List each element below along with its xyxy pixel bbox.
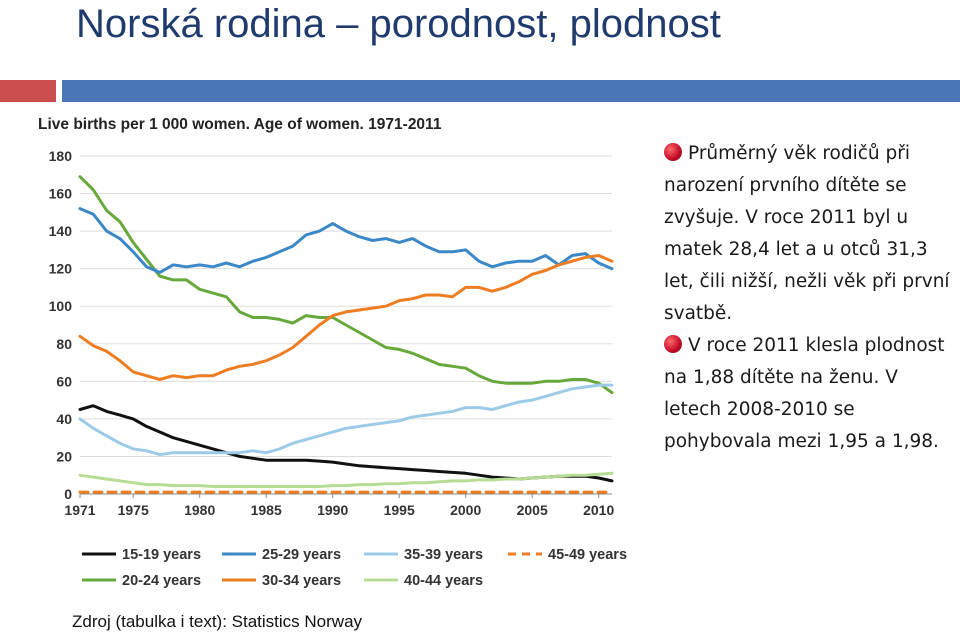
line-chart: Live births per 1 000 women. Age of wome…	[34, 112, 630, 598]
bullet-item: Průměrný věk rodičů při narození prvního…	[664, 138, 954, 330]
chart-title: Live births per 1 000 women. Age of wome…	[38, 116, 442, 133]
y-tick-label: 140	[49, 223, 73, 239]
slide-title: Norská rodina – porodnost, plodnost	[76, 2, 721, 46]
title-accent-bar-red	[0, 80, 56, 102]
legend-label: 20-24 years	[122, 573, 201, 589]
x-tick-label: 1990	[317, 502, 348, 518]
legend-label: 35-39 years	[404, 547, 483, 563]
x-tick-label: 1985	[251, 502, 282, 518]
y-tick-label: 0	[64, 486, 72, 502]
title-accent-bar-blue	[62, 80, 960, 102]
red-bullet-icon	[664, 143, 682, 161]
series-line-35-39-years	[78, 383, 614, 457]
y-tick-label: 80	[56, 336, 72, 352]
x-tick-label: 1975	[118, 502, 149, 518]
y-tick-label: 160	[49, 186, 73, 202]
bullet-text: V roce 2011 klesla plodnost na 1,88 dítě…	[664, 335, 945, 452]
y-tick-label: 180	[49, 148, 73, 164]
x-tick-label: 1980	[184, 502, 215, 518]
source-note: Zdroj (tabulka i text): Statistics Norwa…	[72, 612, 363, 631]
bullet-item: V roce 2011 klesla plodnost na 1,88 dítě…	[664, 330, 954, 458]
y-tick-label: 20	[56, 448, 72, 464]
x-tick-label: 2010	[583, 502, 614, 518]
x-tick-label: 2000	[450, 502, 481, 518]
y-tick-label: 40	[56, 411, 72, 427]
y-tick-label: 100	[49, 298, 73, 314]
legend-label: 45-49 years	[548, 547, 627, 563]
series-line-40-44-years	[78, 471, 614, 488]
legend-label: 15-19 years	[122, 547, 201, 563]
series-line-20-24-years	[78, 175, 614, 395]
legend-label: 25-29 years	[262, 547, 341, 563]
bullet-list: Průměrný věk rodičů při narození prvního…	[664, 138, 954, 458]
series-line-30-34-years	[78, 254, 614, 381]
series-line-15-19-years	[78, 404, 614, 483]
bullet-text: Průměrný věk rodičů při narození prvního…	[664, 143, 950, 324]
legend-label: 30-34 years	[262, 573, 341, 589]
y-tick-label: 60	[56, 373, 72, 389]
y-tick-label: 120	[49, 261, 73, 277]
red-bullet-icon	[664, 335, 682, 353]
x-tick-label: 1995	[384, 502, 415, 518]
legend-label: 40-44 years	[404, 573, 483, 589]
series-line-25-29-years	[78, 207, 614, 274]
x-tick-label: 2005	[517, 502, 548, 518]
x-tick-label: 1971	[64, 502, 95, 518]
chart-plot: 0 20 40 60 80 100 120 140 160 180 1971 1975 1980 1985…	[49, 148, 627, 589]
